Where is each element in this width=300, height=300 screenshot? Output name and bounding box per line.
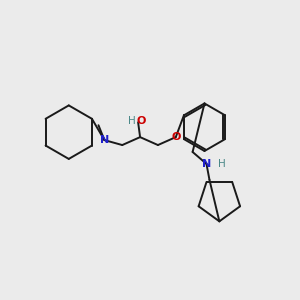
Text: H: H (128, 116, 136, 126)
Text: H: H (218, 159, 226, 169)
Text: N: N (202, 159, 211, 169)
Text: N: N (100, 135, 109, 145)
Text: O: O (136, 116, 146, 126)
Text: O: O (171, 132, 180, 142)
